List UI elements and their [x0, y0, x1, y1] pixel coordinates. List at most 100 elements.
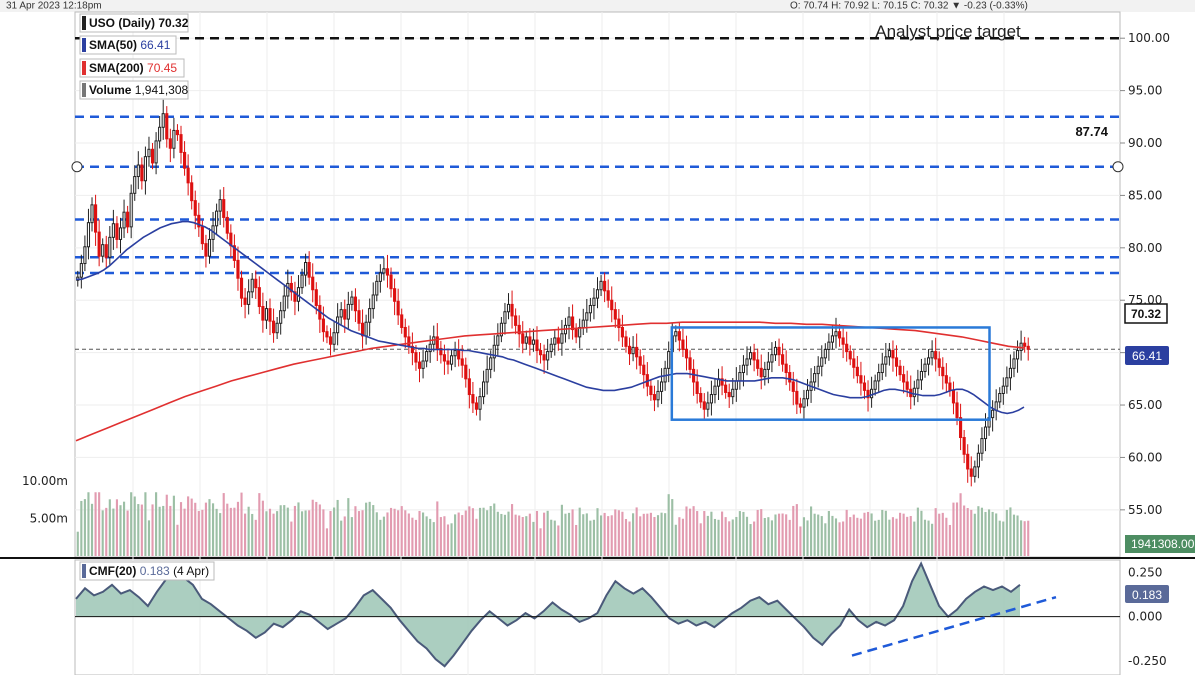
candle-body	[884, 356, 888, 365]
consolidation-box	[670, 326, 991, 421]
candle-body	[859, 375, 863, 384]
volume-bar	[920, 510, 923, 556]
volume-bar	[525, 516, 528, 556]
candle-body	[905, 381, 909, 390]
volume-bar	[404, 510, 407, 556]
volume-bar	[240, 492, 243, 556]
candle-body	[111, 223, 115, 238]
candle-body	[129, 192, 133, 228]
candle-body	[279, 310, 283, 324]
volume-bar	[923, 519, 927, 556]
volume-bar	[592, 519, 596, 556]
candle-body	[414, 352, 418, 363]
candle-body	[83, 246, 87, 265]
legend-sma200-label: SMA(200)	[89, 61, 144, 75]
volume-bar	[624, 518, 628, 556]
candle-body	[457, 350, 461, 360]
volume-bar	[233, 507, 236, 556]
candle-body	[916, 379, 920, 389]
volume-bar	[304, 510, 307, 556]
candle-body	[239, 277, 244, 299]
candle-body	[581, 319, 585, 328]
volume-bar	[176, 524, 179, 556]
candle-body	[293, 291, 297, 302]
volume-badge-value: 1941308.00	[1131, 537, 1195, 551]
legend-volume-value: 1,941,308	[135, 83, 189, 97]
volume-bar	[400, 506, 403, 556]
volume-bar	[696, 511, 699, 556]
candle-body	[449, 355, 454, 365]
candle-body	[368, 308, 372, 323]
candle-body	[773, 346, 778, 356]
candle-body	[360, 322, 365, 337]
volume-bar	[222, 493, 225, 556]
candle-body	[652, 394, 657, 401]
candle-body	[617, 318, 621, 328]
candle-body	[186, 167, 190, 184]
volume-bar	[703, 511, 706, 556]
candle-body	[1012, 358, 1016, 369]
candle-body	[727, 391, 731, 398]
volume-bar	[190, 498, 193, 556]
volume-bar	[635, 507, 638, 556]
volume-bar	[742, 511, 745, 556]
volume-bar	[589, 520, 592, 556]
candle-body	[289, 282, 293, 293]
volume-bar	[671, 499, 674, 556]
candle-body	[631, 346, 635, 355]
volume-bar	[1027, 520, 1030, 556]
volume-bar	[724, 517, 727, 556]
volume-bar	[895, 518, 898, 556]
candle-body	[350, 296, 354, 305]
volume-bar	[130, 492, 133, 556]
volume-bar	[838, 522, 841, 556]
price-tick-label: 60.00	[1128, 450, 1162, 464]
candle-body	[499, 322, 503, 337]
volume-bar	[617, 510, 620, 556]
candle-body	[524, 336, 528, 344]
volume-bar	[94, 492, 97, 556]
volume-bar	[464, 510, 467, 556]
candle-body	[378, 272, 382, 282]
volume-bar	[226, 503, 229, 556]
volume-bar	[165, 494, 168, 556]
volume-bar	[83, 499, 86, 556]
volume-bar	[268, 508, 272, 556]
volume-bar	[987, 509, 991, 556]
volume-bar	[550, 519, 553, 556]
volume-bar	[219, 513, 222, 556]
volume-bar	[272, 513, 275, 556]
candle-body	[382, 268, 386, 274]
volume-bar	[507, 511, 510, 556]
volume-bar	[571, 509, 574, 556]
candle-body	[745, 358, 749, 366]
candle-body	[877, 372, 881, 382]
candle-body	[385, 268, 390, 276]
candle-body	[941, 366, 945, 377]
sma50-badge: 66.41	[1125, 346, 1169, 365]
volume-bar	[781, 513, 784, 556]
volume-bar	[486, 510, 489, 556]
candle-body	[393, 288, 397, 302]
volume-bar	[710, 511, 713, 556]
candle-body	[271, 320, 276, 334]
volume-bar	[478, 507, 482, 556]
volume-bar	[322, 509, 325, 556]
candle-body	[538, 350, 543, 356]
volume-bar	[496, 511, 499, 556]
volume-bar	[557, 525, 560, 556]
volume-bar	[646, 513, 649, 556]
candle-body	[603, 280, 607, 292]
candle-body	[976, 452, 980, 468]
volume-bar	[959, 493, 962, 556]
candle-body	[514, 315, 518, 326]
volume-bar	[144, 492, 147, 556]
volume-bar	[197, 511, 200, 556]
candle-body	[731, 388, 735, 398]
candle-body	[321, 318, 325, 333]
volume-bar	[553, 520, 556, 556]
volume-bar	[493, 503, 496, 556]
candle-body	[855, 366, 859, 377]
volume-bar	[414, 519, 418, 556]
